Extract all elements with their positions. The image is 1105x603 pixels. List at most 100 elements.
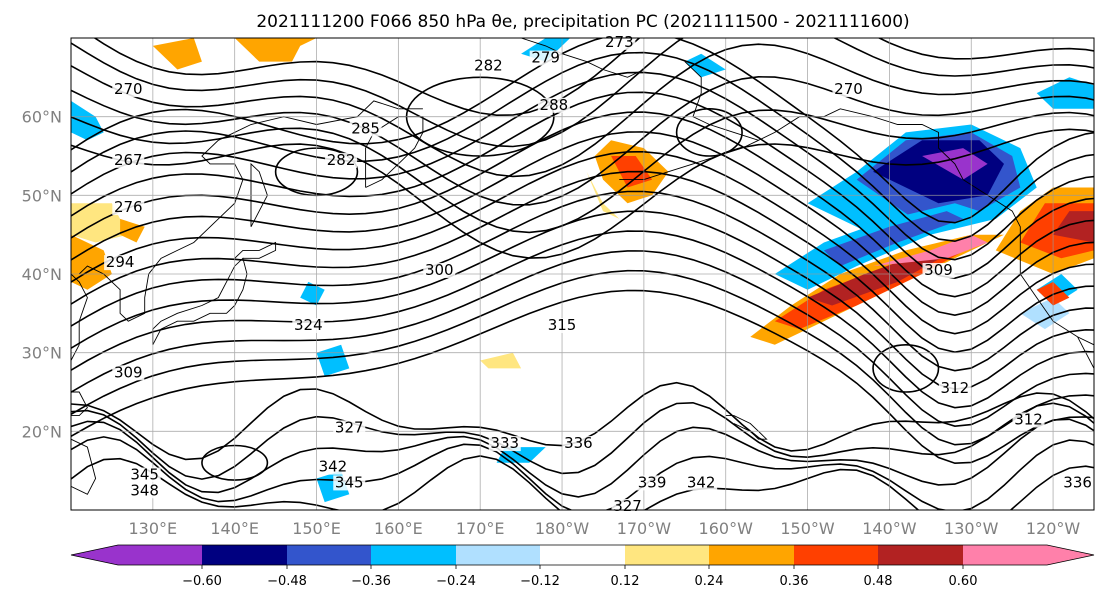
contour-label: 348 [130,481,159,499]
colorbar-bin [625,545,709,565]
theta-e-contour [71,250,1094,428]
shade-region [120,218,145,243]
contour-label: 294 [106,253,135,271]
latitude-label: 30°N [22,344,62,363]
contour-label-bg [292,318,325,334]
theta-e-contour [71,418,1094,498]
longitude-label: 150°W [780,519,835,538]
theta-e-contour [71,455,1094,510]
latitude-label: 20°N [22,422,62,441]
contour-label-bg [333,420,366,436]
theta-e-contour-loop [872,343,940,393]
contour-label: 273 [605,33,634,51]
contour-label: 336 [1063,473,1092,491]
shade-region [234,38,317,62]
shade-region [823,211,964,267]
contour-label-bg [112,200,145,216]
coastlines [71,38,1094,495]
contour-label: 279 [531,49,560,67]
colorbar-bin [202,545,287,565]
contour-label-bg [603,34,636,50]
contour-label-bg [636,475,669,491]
longitude-label: 170°E [456,519,505,538]
longitude-label: 130°E [129,519,178,538]
contour-label-bg [529,50,562,66]
longitude-labels: 130°E 140°E 150°E 160°E 170°E 180°W 170°W 160°W… [129,519,1081,538]
theta-e-contour [71,150,1094,335]
contour-label: 312 [941,379,970,397]
latitude-label: 50°N [22,186,62,205]
plot-frame [70,37,1095,511]
shade-region [586,171,620,219]
shade-region [684,53,726,78]
contour-label: 285 [351,119,380,137]
theta-e-contour [71,436,1094,510]
theta-e-contour [71,401,1094,480]
contour-label: 282 [474,56,503,74]
contour-label-bg [128,467,161,483]
contour-label: 315 [548,316,577,334]
theta-e-contour [71,75,1094,206]
coastline [250,162,268,228]
contour-label-bg [1061,475,1094,491]
colorbar-bin [540,545,625,565]
theta-e-contours [71,38,1094,510]
contour-label: 276 [114,198,143,216]
colorbar-bin [287,545,371,565]
contour-label-bg [112,152,145,168]
latitude-labels: 60°N 50°N 40°N 30°N 20°N [22,108,62,442]
theta-e-contour [93,38,1094,117]
longitude-label: 160°W [699,519,754,538]
contour-label-bg [537,97,570,113]
theta-e-contour [71,71,1094,261]
map-title: 2021111200 F066 850 hPa θe, precipitatio… [256,12,909,32]
coastline [71,438,97,495]
colorbar: −0.60 −0.48 −0.36 −0.24 −0.12 0.12 0.24 0.36 0.4… [70,544,1095,589]
contour-label: 342 [319,458,348,476]
coastline [962,179,1094,346]
contour-label: 312 [1014,410,1043,428]
theta-e-contour [71,109,1094,234]
theta-e-contour-loop [675,107,743,157]
contour-label-bg [472,58,505,74]
colorbar-bin [371,545,456,565]
contour-label-bg [685,475,718,491]
contour-label: 270 [834,80,863,98]
contour-label-bg [349,121,382,137]
colorbar-tick-label: −0.48 [267,574,307,589]
contour-label: 309 [114,363,143,381]
colorbar-bin [963,545,1094,565]
contour-label: 282 [327,151,356,169]
contour-label-bg [938,381,971,396]
gridlines [71,38,1094,510]
contour-label-bg [112,365,145,381]
contour-label-bg [488,436,521,452]
coastline [234,241,277,259]
shade-region [1053,211,1094,243]
shade-region [807,250,955,306]
contour-label-bg [112,82,145,98]
colorbar-tick-label: −0.12 [520,574,560,589]
contour-label: 327 [335,418,364,436]
longitude-label: 170°W [617,519,672,538]
contour-label: 345 [130,466,159,484]
colorbar-tick-label: 0.24 [695,574,724,589]
theta-e-contour [71,128,1094,259]
colorbar-tick-label: 0.60 [949,574,978,589]
longitude-label: 160°E [374,519,423,538]
theta-e-contour [71,230,1094,409]
contour-label: 339 [638,473,667,491]
contour-label-bg [128,483,161,499]
colorbar-bin [71,545,202,565]
contour-label: 345 [335,473,364,491]
contour-label-bg [316,459,349,475]
theta-e-contour [71,289,1094,465]
theta-e-contour [71,190,1094,372]
theta-e-contour [71,111,1094,298]
longitude-label: 150°E [292,519,341,538]
contour-label-bg [1012,412,1045,428]
contour-label: 327 [613,497,642,515]
shade-region [152,38,202,70]
